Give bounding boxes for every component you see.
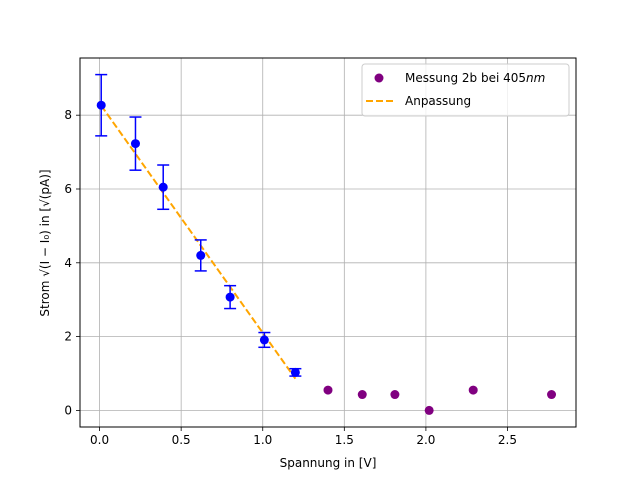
measurement-point — [468, 385, 478, 395]
y-axis-ticks: 0 2 4 6 8 — [64, 108, 80, 417]
plot-frame — [79, 57, 577, 428]
fit-line — [100, 105, 297, 380]
measurement-point — [323, 385, 333, 395]
legend-label-measurement: Messung 2b bei 405nm — [405, 71, 545, 85]
measurement-point — [390, 390, 400, 400]
y-tick-label: 8 — [64, 108, 72, 122]
x-tick-label: 0.0 — [90, 433, 109, 447]
plot-area — [80, 58, 576, 427]
y-axis-label: Strom √(I − I₀) in [√(pA)] — [38, 169, 52, 316]
measurement-point — [357, 390, 367, 400]
y-tick-label: 6 — [64, 182, 72, 196]
x-tick-label: 1.5 — [335, 433, 354, 447]
x-axis-ticks: 0.0 0.5 1.0 1.5 2.0 2.5 — [90, 427, 517, 447]
x-tick-label: 2.5 — [498, 433, 517, 447]
errorbar-point — [158, 182, 168, 192]
legend-label-measurement-unit: nm — [526, 71, 545, 85]
x-tick-label: 0.5 — [172, 433, 191, 447]
legend-label-fit: Anpassung — [405, 94, 471, 108]
errorbar-point — [196, 250, 206, 260]
y-tick-label: 0 — [64, 403, 72, 417]
legend: Messung 2b bei 405nm Anpassung — [361, 63, 570, 117]
x-tick-label: 2.0 — [416, 433, 435, 447]
points-layer — [96, 100, 557, 415]
x-tick-label: 1.0 — [253, 433, 272, 447]
fit-line-layer — [100, 105, 297, 380]
legend-box — [361, 63, 570, 117]
x-axis-label: Spannung in [V] — [280, 456, 377, 470]
y-tick-label: 4 — [64, 256, 72, 270]
errorbar-point — [290, 367, 300, 377]
y-tick-label: 2 — [64, 330, 72, 344]
grid — [80, 58, 576, 427]
errorbar-point — [225, 292, 235, 302]
errorbar-point — [130, 139, 140, 149]
measurement-point — [424, 405, 434, 415]
errorbar-point — [96, 100, 106, 110]
legend-label-measurement-text: Messung 2b bei 405 — [405, 71, 526, 85]
measurement-point — [547, 390, 557, 400]
errorbar-point — [259, 335, 269, 345]
legend-marker-measurement — [374, 73, 384, 83]
